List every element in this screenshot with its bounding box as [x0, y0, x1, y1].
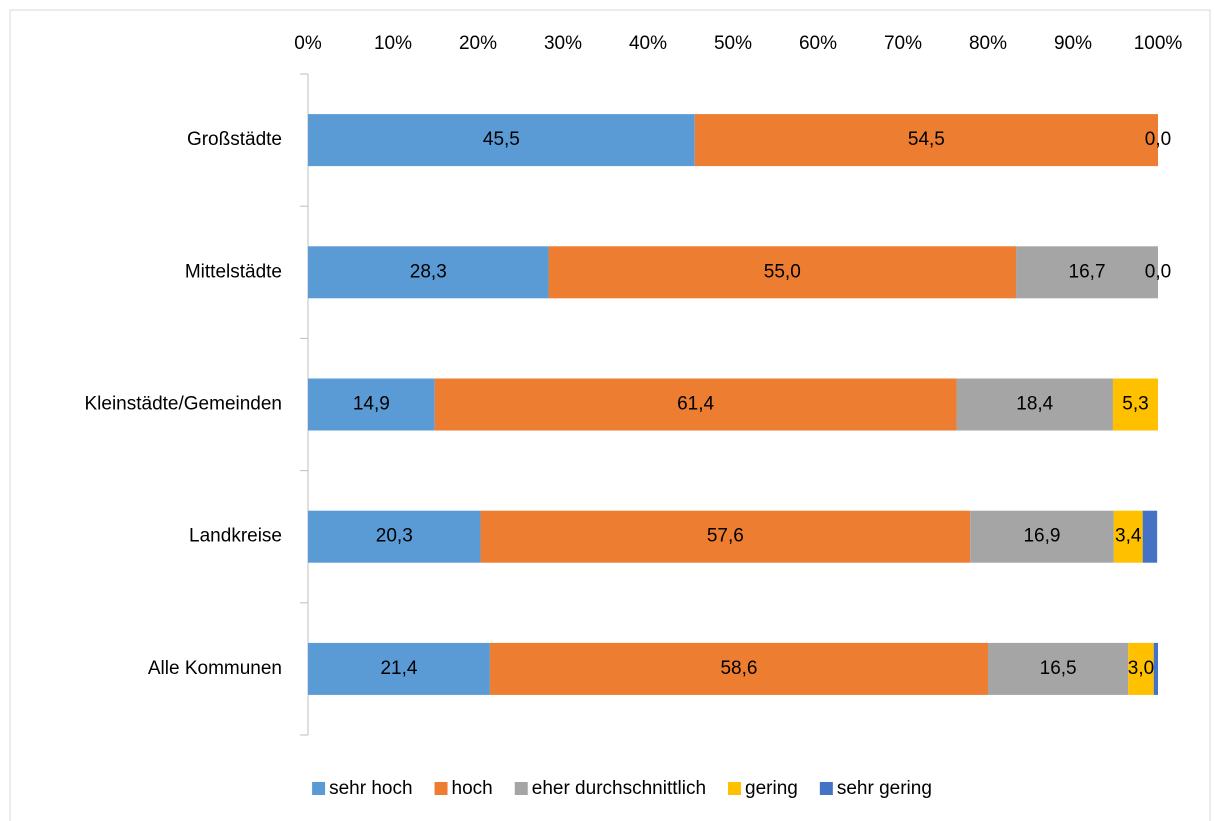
data-label: 0,0: [1145, 261, 1171, 282]
x-tick-label: 30%: [544, 33, 582, 54]
x-tick-label: 90%: [1054, 33, 1092, 54]
bar-segment: [1142, 510, 1158, 563]
x-tick-label: 40%: [629, 33, 667, 54]
bar-segment: [988, 642, 1129, 695]
bar-segment: [308, 114, 695, 167]
bar-segment: [308, 642, 490, 695]
data-label: 14,9: [353, 394, 390, 415]
legend-label: gering: [745, 778, 798, 799]
bar-segment: [1016, 246, 1158, 299]
bar-segment: [308, 246, 549, 299]
y-tick-label: Mittelstädte: [185, 261, 282, 282]
legend-label: sehr gering: [837, 778, 932, 799]
y-tick-label: Großstädte: [187, 129, 282, 150]
x-tick-label: 10%: [374, 33, 412, 54]
data-label: 20,3: [376, 526, 413, 547]
data-label: 3,0: [1128, 658, 1154, 679]
data-label: 45,5: [483, 129, 520, 150]
bar-segment: [480, 510, 971, 563]
x-tick-label: 0%: [294, 33, 322, 54]
bar-segment: [1153, 642, 1158, 695]
data-label: 55,0: [764, 261, 801, 282]
data-label: 21,4: [380, 658, 417, 679]
legend-item: sehr hoch: [312, 778, 413, 799]
x-tick-label: 20%: [459, 33, 497, 54]
legend-swatch: [514, 782, 528, 795]
x-tick-label: 50%: [714, 33, 752, 54]
bar-segment: [434, 378, 957, 431]
x-tick-label: 60%: [799, 33, 837, 54]
bar-segment: [1128, 642, 1154, 695]
legend-swatch: [728, 782, 742, 795]
bar-segment: [308, 510, 481, 563]
legend-swatch: [434, 782, 448, 795]
y-tick-label: Kleinstädte/Gemeinden: [84, 394, 282, 415]
data-label: 5,3: [1122, 394, 1148, 415]
x-tick-label: 80%: [969, 33, 1007, 54]
data-label: 16,7: [1069, 261, 1106, 282]
bar-segment: [548, 246, 1017, 299]
x-tick-label: 100%: [1134, 33, 1183, 54]
bar-segment: [694, 114, 1158, 167]
bar-segment: [308, 378, 435, 431]
legend-item: sehr gering: [819, 778, 932, 799]
data-label: 18,4: [1016, 394, 1053, 415]
data-label: 0,0: [1145, 129, 1171, 150]
bar-segment: [489, 642, 988, 695]
legend-label: eher durchschnittlich: [532, 778, 706, 799]
legend-item: eher durchschnittlich: [514, 778, 706, 799]
bar-segment: [1113, 510, 1143, 563]
data-label: 16,5: [1040, 658, 1077, 679]
data-label: 16,9: [1023, 526, 1060, 547]
legend-item: gering: [728, 778, 798, 799]
data-label: 57,6: [707, 526, 744, 547]
x-tick-label: 70%: [884, 33, 922, 54]
data-label: 3,4: [1115, 526, 1142, 547]
y-tick-label: Alle Kommunen: [148, 658, 282, 679]
legend-item: hoch: [434, 778, 493, 799]
data-label: 54,5: [908, 129, 945, 150]
bar-segment: [1112, 378, 1158, 431]
bar-segment: [970, 510, 1114, 563]
bar-segment: [956, 378, 1113, 431]
data-label: 58,6: [720, 658, 757, 679]
data-label: 28,3: [410, 261, 447, 282]
legend-label: sehr hoch: [329, 778, 412, 799]
y-tick-label: Landkreise: [189, 526, 282, 547]
legend-swatch: [312, 782, 326, 795]
legend-swatch: [819, 782, 833, 795]
data-label: 61,4: [677, 394, 714, 415]
legend-label: hoch: [452, 778, 493, 799]
